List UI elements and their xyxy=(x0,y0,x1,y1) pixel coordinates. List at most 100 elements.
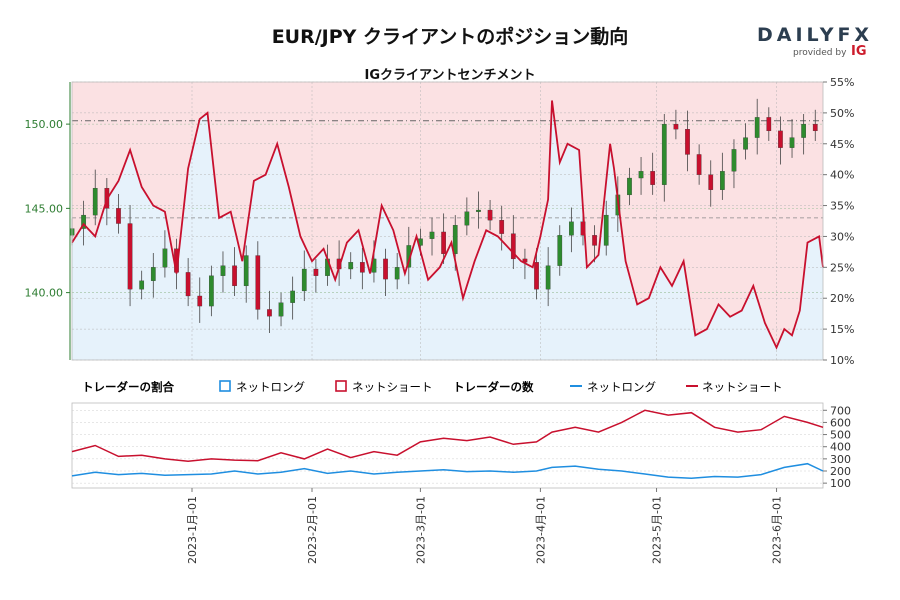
candle-body xyxy=(429,231,435,239)
candle-body xyxy=(778,130,783,148)
pct-tick-label: 55% xyxy=(830,76,854,89)
pct-tick-label: 25% xyxy=(830,261,854,274)
candle-body xyxy=(685,129,690,155)
candle-body xyxy=(150,267,156,281)
candle-body xyxy=(359,262,365,273)
short-area-fill xyxy=(72,82,823,348)
legend-ratio-long-label: ネットロング xyxy=(236,380,305,394)
candle-body xyxy=(754,117,760,138)
legend-ratio-long-swatch xyxy=(219,380,231,392)
candle-body xyxy=(487,209,493,221)
candle-body xyxy=(116,208,121,224)
chart-title: EUR/JPY クライアントのポジション動向 xyxy=(271,26,629,48)
candle-body xyxy=(127,223,133,290)
count-tick-label: 300 xyxy=(830,453,851,466)
x-tick-label: 2023-1月-01 xyxy=(186,496,199,564)
count-tick-label: 400 xyxy=(830,441,851,454)
candle-body xyxy=(452,225,458,255)
x-tick-label: 2023-3月-01 xyxy=(414,496,427,564)
price-sentiment-panel: 140.00 145.00 150.00 10% 15% 20% 25% 30% 35% 40% 4… xyxy=(25,76,855,367)
pct-tick-label: 40% xyxy=(830,169,854,182)
candle-body xyxy=(290,290,296,303)
price-tick-label: 145.00 xyxy=(25,202,64,215)
price-tick-label: 140.00 xyxy=(25,287,64,300)
count-tick-label: 200 xyxy=(830,465,851,478)
candle-body xyxy=(232,265,237,287)
x-tick-label: 2023-4月-01 xyxy=(534,496,547,564)
x-tick-label: 2023-6月-01 xyxy=(771,496,784,564)
candle-body xyxy=(650,171,656,185)
pct-tick-label: 15% xyxy=(830,323,854,336)
logo-wordmark: DAILYFX xyxy=(757,24,874,46)
candle-body xyxy=(301,268,307,292)
candle-body xyxy=(92,187,98,216)
dailyfx-logo: DAILYFX provided by IG xyxy=(757,24,869,64)
candle-body xyxy=(801,123,806,138)
candle-body xyxy=(720,171,725,190)
candle-body xyxy=(255,255,261,310)
logo-ig: IG xyxy=(851,44,867,59)
pct-tick-label: 20% xyxy=(830,292,854,305)
candle-body xyxy=(661,123,667,185)
pct-tick-label: 35% xyxy=(830,200,854,213)
candle-body xyxy=(243,255,249,287)
candle-body xyxy=(812,123,818,132)
pct-tick-label: 45% xyxy=(830,138,854,151)
candle-body xyxy=(162,248,168,268)
logo-provided-by: provided by xyxy=(793,48,847,58)
pct-tick-label: 50% xyxy=(830,107,854,120)
candle-body xyxy=(209,275,214,307)
candle-body xyxy=(569,221,574,236)
candle-body xyxy=(789,137,795,148)
candle-body xyxy=(394,267,400,280)
legend-ratio-title: トレーダーの割合 xyxy=(82,380,174,394)
candle-body xyxy=(441,231,446,255)
candle-body xyxy=(731,149,737,172)
chart-subtitle: IGクライアントセンチメント xyxy=(364,68,536,83)
candle-body xyxy=(81,214,86,229)
legend-ratio-short-swatch xyxy=(335,380,347,392)
x-axis: 2023-1月-01 2023-2月-01 2023-3月-01 2023-4月-01… xyxy=(186,488,784,564)
candle-body xyxy=(696,154,702,175)
count-tick-label: 100 xyxy=(830,477,851,490)
candle-body xyxy=(313,268,319,276)
net-short-count-line xyxy=(71,409,824,463)
candle-body xyxy=(267,309,272,317)
legend-count-short-label: ネットショート xyxy=(702,380,783,394)
candle-body xyxy=(743,137,748,150)
net-long-count-line xyxy=(71,462,824,480)
count-tick-label: 600 xyxy=(830,416,851,429)
candle-body xyxy=(592,235,597,246)
candle-body xyxy=(499,220,505,234)
candle-body xyxy=(464,211,470,226)
count-tick-label: 500 xyxy=(830,429,851,442)
candle-body xyxy=(383,258,388,280)
legend-count-title: トレーダーの数 xyxy=(453,380,534,394)
legend-ratio-short-label: ネットショート xyxy=(352,380,433,394)
candle-body xyxy=(673,123,679,130)
legend: トレーダーの割合 ネットロング ネットショート トレーダーの数 ネットロング ネ… xyxy=(82,380,783,394)
candle-body xyxy=(603,214,609,246)
candle-body xyxy=(139,280,145,290)
candle-body xyxy=(557,235,563,266)
plot-frame xyxy=(71,81,824,361)
candle-body xyxy=(708,174,714,190)
pct-tick-label: 10% xyxy=(830,354,854,367)
candle-body xyxy=(476,209,481,212)
candle-body xyxy=(510,233,516,260)
count-tick-label: 700 xyxy=(830,404,851,417)
candle-body xyxy=(627,177,632,196)
candle-body xyxy=(534,262,539,290)
x-tick-label: 2023-2月-01 xyxy=(306,496,319,564)
candle-body xyxy=(545,265,551,290)
net-short-line xyxy=(71,100,824,350)
candle-body xyxy=(348,262,354,270)
candle-body xyxy=(638,171,644,179)
x-tick-label: 2023-5月-01 xyxy=(651,496,664,564)
candle-body xyxy=(766,117,772,132)
pct-tick-label: 30% xyxy=(830,230,854,243)
candle-body xyxy=(197,295,203,307)
candle-body xyxy=(278,302,284,317)
